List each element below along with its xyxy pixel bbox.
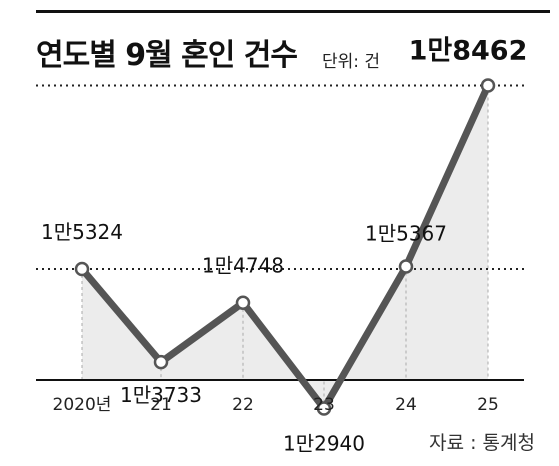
data-point-4 — [398, 259, 414, 274]
data-point-2 — [235, 295, 251, 310]
data-label-2: 1만4748 — [202, 254, 284, 278]
chart-title: 연도별 9월 혼인 건수 — [36, 38, 298, 73]
x-tick-label-3: 23 — [313, 395, 335, 415]
data-label-5: 1만8462 — [409, 35, 528, 66]
x-tick-label-0: 2020년 — [53, 395, 112, 415]
data-label-4: 1만5367 — [365, 222, 447, 246]
top-rule — [36, 10, 550, 13]
data-point-1 — [153, 354, 169, 370]
x-tick-label-1: 21 — [150, 395, 172, 415]
x-tick-label-5: 25 — [477, 395, 499, 415]
x-tick-label-4: 24 — [395, 395, 417, 415]
data-point-5 — [480, 78, 496, 93]
source-label: 자료 : 통계청 — [429, 432, 535, 454]
series-line — [78, 81, 492, 413]
data-point-0 — [74, 261, 90, 277]
data-label-1: 1만3733 — [120, 383, 202, 407]
data-label-3: 1만2940 — [283, 432, 365, 456]
data-point-3 — [316, 401, 332, 416]
data-label-0: 1만5324 — [41, 220, 123, 244]
unit-label: 단위: 건 — [322, 52, 381, 72]
x-tick-label-2: 22 — [232, 395, 254, 415]
area-fill — [82, 85, 488, 409]
